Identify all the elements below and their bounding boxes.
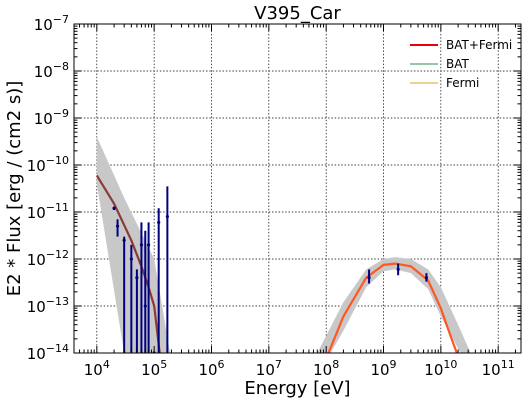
legend: BAT+Fermi BAT Fermi — [410, 38, 512, 90]
fermi-data-point — [367, 269, 371, 284]
legend-entry: BAT+Fermi — [410, 38, 512, 52]
x-tick-label: 109 — [370, 358, 396, 379]
fermi-data-point — [396, 263, 400, 276]
x-tick-label: 1011 — [482, 358, 515, 379]
x-tick-label: 106 — [198, 358, 224, 379]
legend-entry: Fermi — [410, 76, 479, 90]
bat-data-point — [135, 269, 139, 353]
bat-data-point — [129, 244, 133, 353]
x-tick-label: 1010 — [424, 358, 457, 379]
y-tick-label: 10−13 — [27, 295, 69, 316]
data-marker — [122, 238, 126, 242]
bat-data-point — [146, 222, 151, 353]
chart-title: V395_Car — [254, 3, 341, 24]
y-tick-label: 10−7 — [34, 13, 69, 34]
y-tick-label: 10−8 — [34, 60, 69, 81]
data-marker — [165, 214, 169, 219]
bat-data-point — [139, 222, 144, 353]
y-axis-label: E2 * Flux [erg / (cm2 s)] — [4, 81, 25, 297]
legend-label: Fermi — [446, 76, 479, 90]
x-tick-labels: 104 105 106 107 108 109 1010 1011 — [84, 358, 515, 379]
fermi-model-line — [327, 262, 458, 353]
data-marker — [115, 224, 120, 228]
bat-data-point — [165, 186, 169, 353]
bat-data-point — [143, 230, 147, 353]
data-marker — [367, 276, 371, 280]
data-marker — [143, 304, 147, 308]
plot-frame — [73, 23, 522, 354]
x-axis-label: Energy [eV] — [244, 378, 350, 399]
legend-label: BAT — [446, 57, 470, 71]
y-tick-label: 10−12 — [27, 248, 69, 269]
data-points — [112, 186, 429, 353]
x-tick-label: 107 — [256, 358, 282, 379]
data-marker — [112, 206, 116, 210]
x-tick-label: 108 — [313, 358, 339, 379]
legend-entry: BAT — [410, 57, 470, 71]
data-marker — [129, 257, 133, 261]
confidence-bands — [96, 136, 471, 353]
data-marker — [424, 276, 429, 280]
y-tick-labels: 10−14 10−13 10−12 10−11 10−10 10−9 10−8 10−7 — [27, 13, 69, 363]
data-marker — [396, 267, 400, 272]
y-tick-label: 10−10 — [27, 154, 69, 175]
y-tick-label: 10−9 — [34, 107, 69, 128]
bat-data-point — [157, 208, 161, 353]
axis-ticks — [73, 23, 521, 354]
data-marker — [146, 243, 151, 247]
y-tick-label: 10−11 — [27, 201, 69, 222]
data-marker — [139, 243, 144, 247]
data-marker — [157, 220, 161, 225]
fermi-confidence-band — [317, 257, 471, 353]
x-tick-label: 105 — [141, 358, 167, 379]
y-tick-label: 10−14 — [27, 342, 69, 363]
bat-data-point — [122, 236, 126, 353]
data-marker — [135, 276, 139, 280]
fermi-data-point — [424, 273, 429, 282]
bat-data-point — [112, 206, 116, 211]
x-tick-label: 104 — [84, 358, 110, 379]
legend-label: BAT+Fermi — [446, 38, 512, 52]
bat-data-point — [115, 219, 120, 237]
